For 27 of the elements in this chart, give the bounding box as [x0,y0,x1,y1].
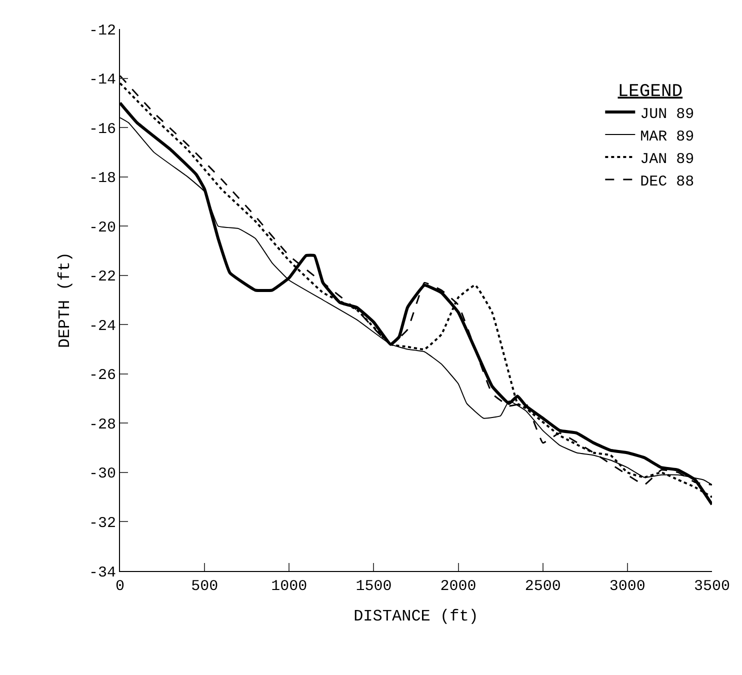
legend-label: JUN 89 [640,106,694,123]
x-tick-label: 0 [115,578,125,595]
y-tick-label: -26 [88,367,116,384]
legend-label: JAN 89 [640,150,694,168]
x-tick-label: 3000 [609,578,646,595]
y-tick-label: -12 [88,22,116,40]
y-tick-label: -14 [88,72,116,89]
x-tick-label: 1000 [271,578,308,595]
legend-title: LEGEND [618,82,683,102]
x-tick-label: 2500 [524,578,561,595]
y-tick-label: -30 [88,466,116,483]
y-tick-label: -16 [88,120,116,138]
y-tick-label: -28 [88,416,116,434]
x-axis-title: DISTANCE (ft) [354,608,478,626]
x-tick-label: 2000 [440,578,476,595]
y-tick-label: -18 [88,170,116,188]
y-tick-label: -32 [88,514,116,532]
y-axis-title: DEPTH (ft) [56,252,74,348]
y-tick-label: -24 [88,318,116,335]
legend-label: DEC 88 [640,173,694,190]
y-tick-label: -34 [88,564,116,582]
x-tick-label: 500 [191,578,218,595]
x-tick-label: 1500 [356,578,392,595]
y-tick-label: -22 [88,268,116,286]
x-tick-label: 3500 [694,578,730,595]
legend-label: MAR 89 [640,128,694,146]
y-tick-label: -20 [88,219,116,236]
